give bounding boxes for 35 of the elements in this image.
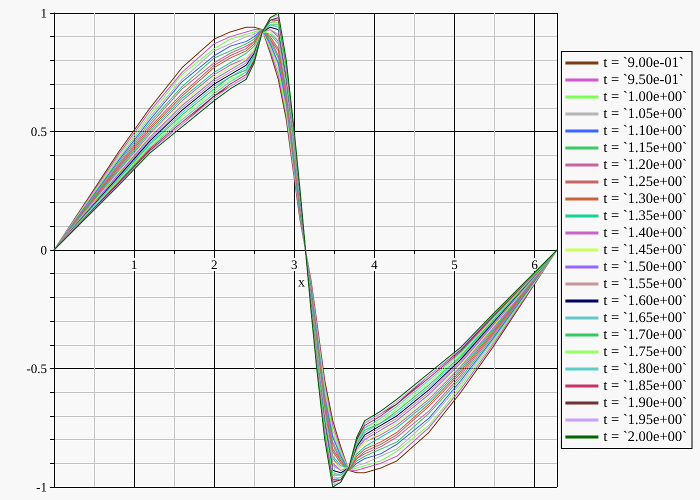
legend-label: t = `1.60e+00` [603, 293, 688, 309]
legend-label: t = `1.10e+00` [603, 123, 688, 139]
legend-label: t = `1.30e+00` [603, 191, 688, 207]
x-tick-label: 4 [371, 257, 378, 272]
legend-label: t = `1.25e+00` [603, 174, 688, 190]
y-tick-label: -0.5 [26, 361, 47, 376]
y-tick-label: -1 [36, 480, 47, 494]
legend-label: t = `1.65e+00` [603, 310, 688, 326]
x-tick-label: 3 [291, 257, 298, 272]
legend-label: t = `1.80e+00` [603, 361, 688, 377]
y-tick-label: 0.5 [30, 124, 47, 139]
legend-label: t = `9.00e-01` [603, 55, 684, 71]
x-tick-label: 5 [451, 257, 458, 272]
y-tick-label: 0 [40, 242, 47, 258]
legend-label: t = `1.20e+00` [603, 157, 688, 173]
y-tick-label: 1 [40, 6, 47, 20]
legend-label: t = `1.75e+00` [603, 344, 688, 360]
legend-label: t = `1.95e+00` [603, 412, 688, 428]
x-tick-label: 2 [210, 257, 218, 272]
legend-label: t = `1.40e+00` [603, 225, 688, 241]
legend-label: t = `2.00e+00` [603, 429, 688, 445]
legend-label: t = `1.00e+00` [603, 89, 688, 105]
x-tick-label: 1 [130, 257, 138, 272]
legend-label: t = `9.50e-01` [603, 72, 684, 88]
legend-label: t = `1.50e+00` [603, 259, 688, 275]
legend-label: t = `1.15e+00` [603, 140, 688, 156]
x-axis-title: x [298, 276, 305, 290]
legend-label: t = `1.05e+00` [603, 106, 688, 122]
x-tick-label: 6 [531, 257, 538, 272]
legend-label: t = `1.70e+00` [603, 327, 688, 343]
legend-label: t = `1.90e+00` [603, 395, 688, 411]
legend-label: t = `1.85e+00` [603, 378, 688, 394]
legend-label: t = `1.45e+00` [603, 242, 688, 258]
legend-label: t = `1.55e+00` [603, 276, 688, 292]
legend-label: t = `1.35e+00` [603, 208, 688, 224]
